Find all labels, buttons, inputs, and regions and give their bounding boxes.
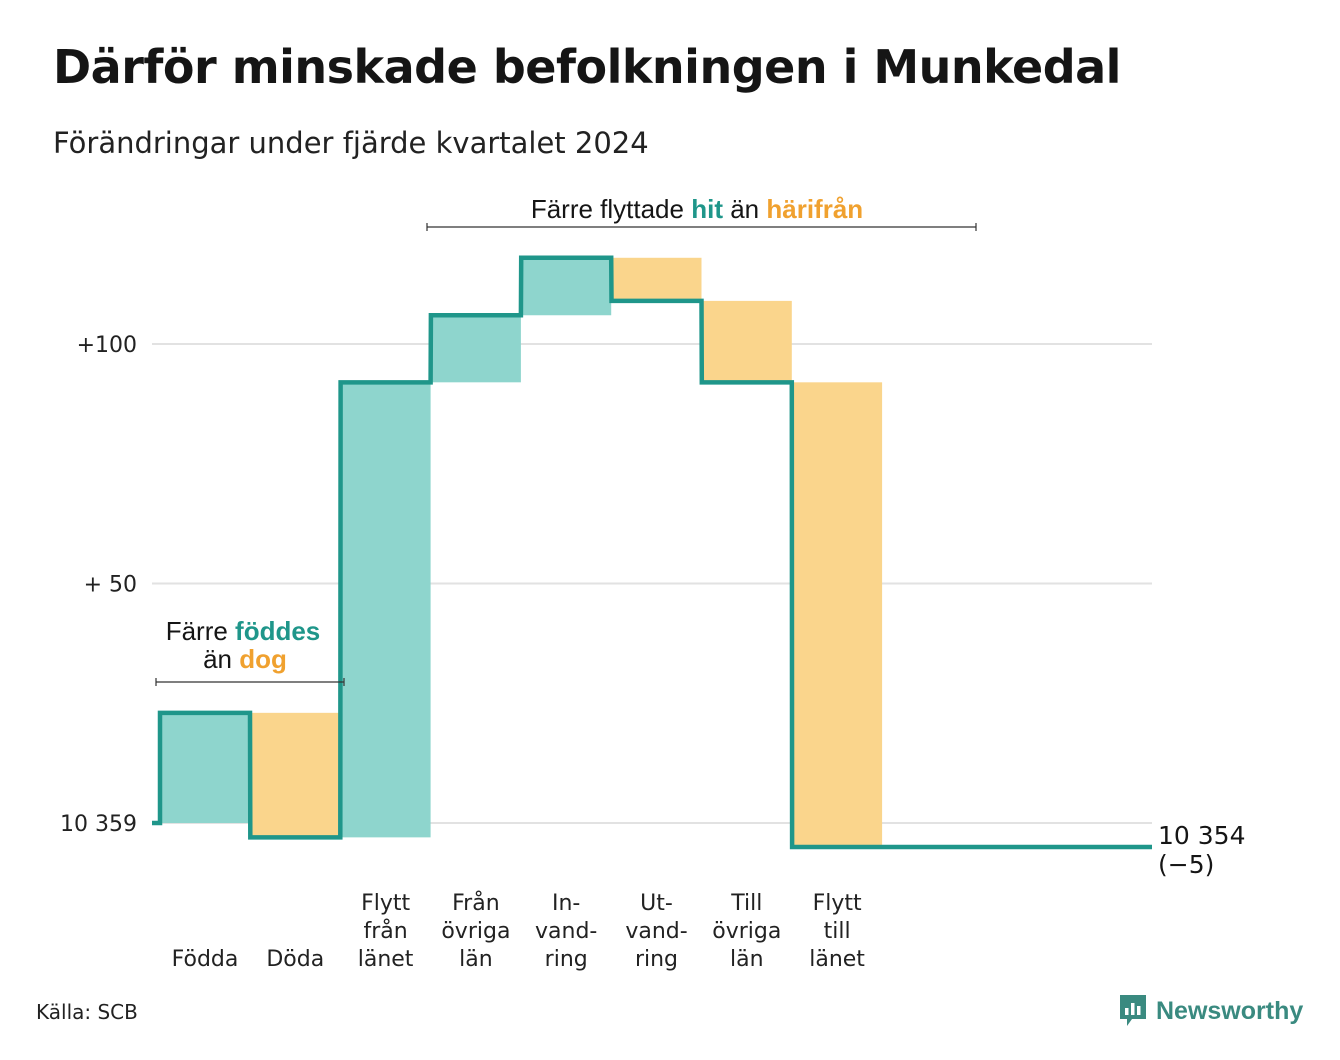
svg-text:än dog: än dog [203,644,287,674]
brand-logo: Newsworthy [1118,993,1303,1029]
x-tick-label: län [730,947,764,972]
annotation-bd-prefix2: än [203,644,239,674]
annotation-mig-prefix: Färre flyttade [531,194,691,224]
running-total-path [152,255,1152,850]
y-tick-label: + 50 [84,573,137,598]
x-tick-label: länet [809,947,865,972]
final-value-label: 10 354 [1158,821,1245,850]
annotation-bd-highlight-out: dog [239,644,287,674]
svg-text:Färre flyttade hit än härifrån: Färre flyttade hit än härifrån [531,194,863,224]
annotation-migration: Färre flyttade hit än härifrån [426,194,977,231]
newsworthy-logo-icon [1120,995,1146,1026]
bar-outflow [250,712,341,838]
chart-title: Därför minskade befolkningen i Munkedal [53,40,1121,94]
x-tick-label: Flytt [813,891,862,916]
x-tick-label: Till [730,891,762,916]
x-tick-label: vand- [625,919,687,944]
x-tick-label: från [363,918,407,944]
annotation-bd-highlight-in: föddes [235,616,320,646]
x-tick-label: Flytt [361,891,410,916]
x-tick-label: övriga [712,919,781,944]
x-tick-label: Ut- [640,891,673,916]
annotation-mig-middle: än [723,194,766,224]
annotation-mig-bracket [426,223,977,231]
bar-inflow [340,382,431,838]
x-tick-label: län [459,947,493,972]
x-tick-label: övriga [441,919,510,944]
source-note: Källa: SCB [36,1000,138,1024]
x-tick-label: Födda [172,947,239,972]
x-tick-label: Döda [266,947,324,972]
x-axis-labels: Födda DödaFlyttfrånlänetFrånövrigalänIn-v… [172,890,866,972]
y-axis-labels: 10 359 + 50 +100 [60,333,137,837]
final-change-label: (−5) [1158,850,1214,879]
brand-name: Newsworthy [1156,996,1304,1025]
x-tick-label: In- [552,891,580,916]
x-tick-label: Från [452,890,500,916]
x-tick-label: ring [635,947,678,972]
svg-text:Färre föddes: Färre föddes [166,616,321,646]
bar-inflow [521,257,612,316]
bars [160,257,883,847]
running-total-line [152,255,1152,850]
chart-subtitle: Förändringar under fjärde kvartalet 2024 [53,126,649,160]
bar-inflow [160,712,250,823]
bar-outflow [611,257,702,301]
bar-inflow [430,315,521,383]
bar-outflow [701,300,792,383]
x-tick-label: ring [545,947,588,972]
x-tick-label: länet [358,947,414,972]
bar-outflow [792,382,883,847]
annotation-births-deaths: Färre föddes än dog [155,616,345,686]
y-tick-label: 10 359 [60,812,137,837]
annotation-bd-prefix: Färre [166,616,235,646]
x-tick-label: till [824,919,851,944]
annotation-mig-highlight-out: härifrån [766,194,863,224]
y-tick-label: +100 [77,333,137,358]
annotation-mig-highlight-in: hit [691,194,723,224]
end-value-labels: 10 354(−5) [1158,821,1245,879]
x-tick-label: vand- [535,919,597,944]
annotation-bd-bracket [155,678,345,686]
